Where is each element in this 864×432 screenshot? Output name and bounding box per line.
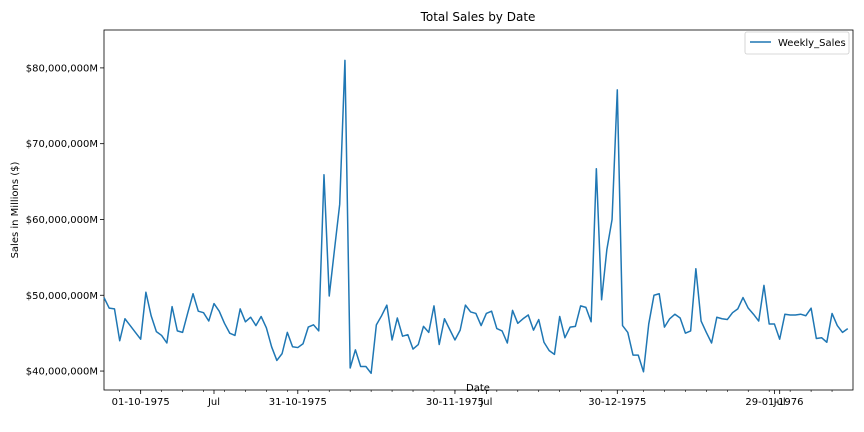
plot-frame [103, 29, 854, 391]
x-tick-label: 31-10-1975 [269, 397, 327, 408]
y-tick-label: $80,000,000M [26, 63, 98, 74]
x-tick-label: 30-11-1975 [426, 397, 484, 408]
y-tick-label: $60,000,000M [26, 215, 98, 226]
x-tick-label: Jul [207, 397, 220, 408]
x-tick-label: 30-12-1975 [588, 397, 646, 408]
y-tick-label: $50,000,000M [26, 291, 98, 302]
y-tick-label: $70,000,000M [26, 139, 98, 150]
legend-box [744, 31, 850, 55]
x-tick-label: Jul [773, 397, 786, 408]
x-tick-label: 29-01-1976 [745, 397, 803, 408]
plot-area: $40,000,000M $50,000,000M $60,000,000M $70,… [26, 29, 854, 408]
y-axis-label: Sales in Millions ($) [10, 161, 21, 258]
series-layer [103, 59, 849, 375]
y-axis: $40,000,000M $50,000,000M $60,000,000M $70,… [26, 63, 104, 378]
chart-title: Total Sales by Date [420, 10, 536, 24]
legend-entry-weekly-sales: Weekly_Sales [778, 38, 846, 49]
x-axis-label: Date [466, 383, 490, 394]
x-tick-label: 01-10-1975 [112, 397, 170, 408]
x-tick-label: Jul [479, 397, 492, 408]
y-tick-label: $40,000,000M [26, 367, 98, 378]
series-line-weekly-sales [103, 59, 849, 375]
legend: Weekly_Sales [744, 31, 850, 55]
